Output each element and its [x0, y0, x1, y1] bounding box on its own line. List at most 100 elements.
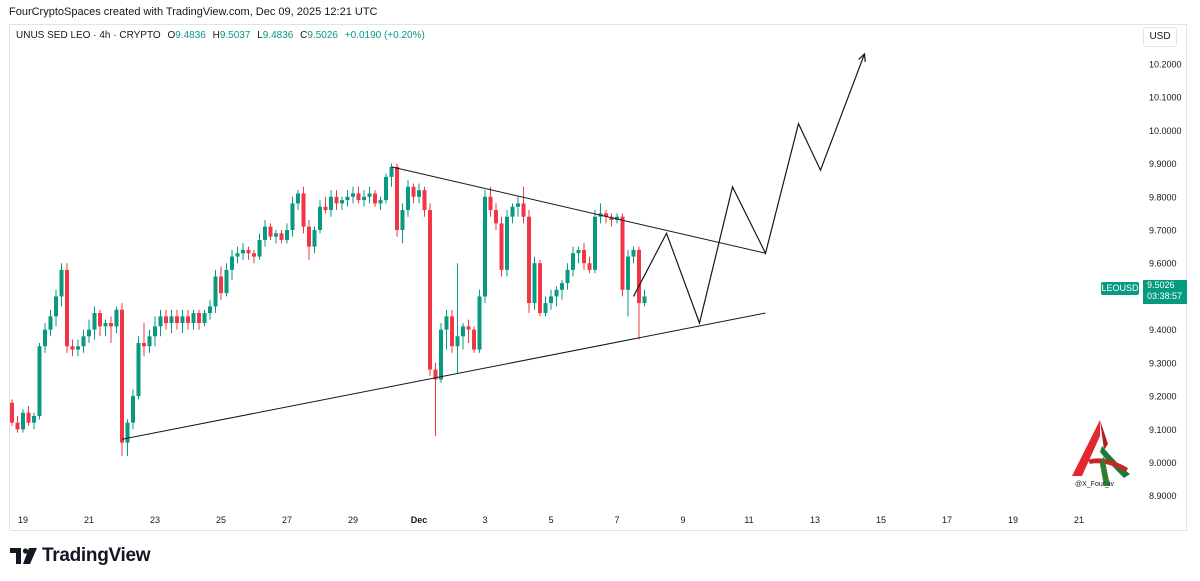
x-tick-label: 21: [1074, 515, 1084, 525]
candle-body: [92, 313, 97, 330]
candle-body: [103, 323, 108, 327]
y-tick-label: 10.2000: [1149, 59, 1182, 69]
candle-body: [191, 313, 196, 324]
candle-body: [587, 263, 592, 270]
x-tick-label: 7: [614, 515, 619, 525]
candle-body: [153, 326, 157, 337]
candle-body: [560, 283, 564, 290]
candles: [10, 163, 647, 456]
candle-body: [505, 216, 509, 270]
projection-line: [632, 53, 866, 326]
candle-body: [54, 296, 58, 317]
candle-body: [554, 289, 559, 297]
candle-body: [422, 190, 427, 211]
y-tick-label: 9.1000: [1149, 425, 1177, 435]
candle-body: [604, 213, 608, 217]
candle-body: [345, 196, 350, 201]
y-tick-label: 10.1000: [1149, 93, 1182, 103]
bar-countdown: 03:38:57: [1147, 291, 1183, 301]
x-tick-label: 11: [744, 515, 753, 525]
candle-body: [472, 329, 476, 350]
candle-body: [351, 193, 355, 197]
candle-body: [142, 342, 146, 347]
candle-body: [59, 269, 64, 297]
candle-body: [290, 203, 295, 230]
x-tick-label: 23: [150, 515, 160, 525]
x-tick-label: 21: [84, 515, 94, 525]
candle-body: [109, 323, 113, 327]
candle-body: [263, 226, 267, 240]
last-price-value: 9.5026: [1147, 280, 1175, 290]
symbol-price-badge: LEOUSD: [1101, 282, 1139, 295]
high-label: H: [212, 30, 220, 41]
y-tick-label: 9.6000: [1149, 259, 1177, 269]
candle-body: [411, 186, 416, 197]
candle-body: [114, 309, 119, 327]
candle-body: [593, 216, 597, 270]
candle-body: [433, 369, 438, 380]
chart-credit: FourCryptoSpaces created with TradingVie…: [9, 6, 378, 18]
candle-body: [582, 249, 586, 264]
candle-body: [213, 276, 218, 307]
candle-body: [158, 316, 163, 327]
candle-body: [230, 256, 234, 270]
candle-body: [571, 253, 575, 270]
candle-body: [279, 233, 284, 240]
candle-body: [543, 303, 548, 314]
low-label: L: [257, 30, 263, 41]
x-tick-label: 15: [876, 515, 886, 525]
candle-body: [417, 190, 421, 197]
candle-body: [136, 342, 141, 397]
candle-body: [483, 196, 487, 297]
low-value: 9.4836: [262, 30, 294, 41]
x-tick-label: 19: [1008, 515, 1018, 525]
x-tick-label: 19: [18, 515, 28, 525]
open-value: 9.4836: [175, 30, 206, 41]
candle-body: [494, 210, 498, 224]
x-tick-label: 17: [942, 515, 952, 525]
y-tick-label: 8.9000: [1149, 491, 1177, 501]
y-tick-label: 9.0000: [1149, 458, 1177, 468]
candle-body: [510, 206, 515, 217]
candle-body: [450, 316, 454, 347]
candle-body: [312, 229, 317, 247]
candle-body: [378, 200, 383, 204]
candle-body: [21, 412, 25, 430]
y-tick-label: 9.3000: [1149, 358, 1177, 368]
candle-body: [131, 396, 135, 423]
x-tick-label: 5: [548, 515, 553, 525]
trendlines: [121, 166, 766, 440]
candle-body: [180, 316, 185, 324]
author-logo-icon: [1072, 420, 1130, 486]
open-label: O: [167, 30, 176, 41]
high-value: 9.5037: [219, 30, 251, 41]
candle-body: [241, 249, 245, 254]
candle-body: [147, 336, 152, 347]
candle-body: [334, 196, 339, 204]
x-tick-label: 25: [216, 515, 226, 525]
currency-selector[interactable]: USD: [1143, 27, 1177, 47]
candle-body: [532, 263, 537, 304]
candle-body: [125, 422, 130, 443]
candle-body: [120, 309, 124, 443]
candle-body: [257, 239, 262, 257]
candle-body: [307, 226, 311, 247]
candle-body: [516, 203, 520, 207]
author-handle: @X_Four_iv: [1075, 481, 1115, 488]
trendline-upper: [391, 166, 766, 254]
candle-body: [70, 346, 75, 350]
candle-body: [197, 313, 201, 324]
tradingview-logo-icon: [10, 548, 37, 564]
candle-body: [37, 346, 42, 417]
candle-body: [98, 313, 102, 327]
candle-body: [384, 176, 388, 201]
candle-body: [565, 269, 570, 284]
candle-body: [246, 249, 251, 254]
candle-body: [26, 412, 31, 423]
x-tick-label: 29: [348, 515, 358, 525]
chart-frame: [9, 24, 1187, 531]
candle-body: [219, 276, 223, 294]
change-value: +0.0190 (+0.20%): [344, 30, 425, 41]
candle-body: [208, 306, 212, 314]
